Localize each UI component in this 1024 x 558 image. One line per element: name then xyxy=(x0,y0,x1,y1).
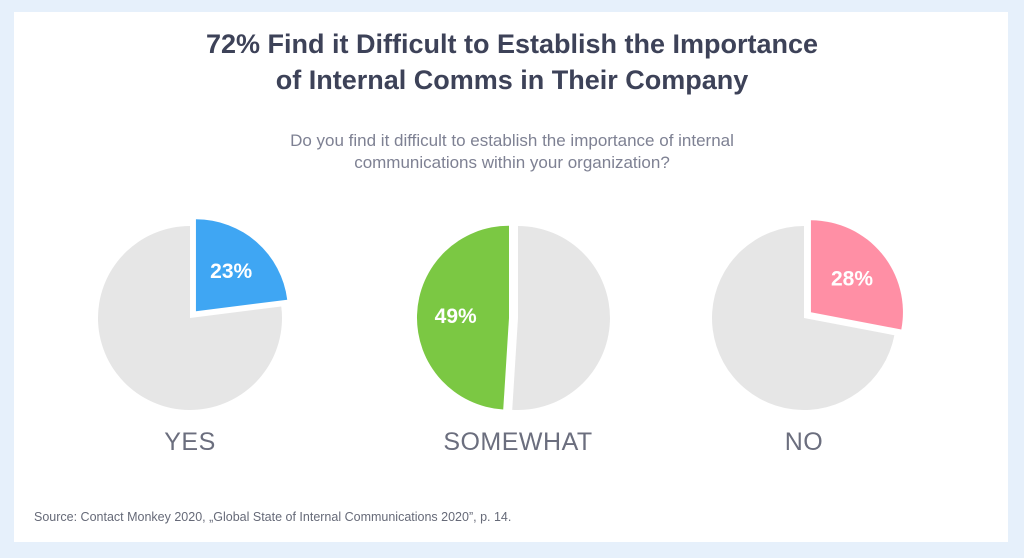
pie-yes-value-slice xyxy=(195,219,288,312)
pie-somewhat-percent-label: 49% xyxy=(435,305,477,328)
category-label-no: NO xyxy=(784,428,824,456)
pie-yes-remainder-slice xyxy=(97,226,282,410)
pie-no-remainder-slice xyxy=(711,226,895,410)
chart-title: 72% Find it Difficult to Establish the I… xyxy=(0,26,1024,98)
category-label-yes: YES xyxy=(164,428,216,456)
pie-yes-svg: 23% xyxy=(97,219,288,410)
pie-somewhat-value-slice xyxy=(416,225,510,410)
pie-no-percent-label: 28% xyxy=(831,267,873,290)
pie-yes-percent-label: 23% xyxy=(210,260,252,283)
pie-no: 28% xyxy=(684,200,924,440)
chart-title-line-2: of Internal Comms in Their Company xyxy=(275,65,749,95)
chart-subtitle: Do you find it difficult to establish th… xyxy=(0,130,1024,174)
pie-somewhat-remainder-slice xyxy=(512,226,610,410)
category-label-somewhat: SOMEWHAT xyxy=(443,428,593,456)
pie-yes: 23% xyxy=(70,200,310,440)
pie-somewhat-svg: 49% xyxy=(416,225,610,410)
pie-no-value-slice xyxy=(810,220,903,330)
pie-no-svg: 28% xyxy=(711,220,903,410)
pie-somewhat: 49% xyxy=(398,200,638,440)
chart-title-line-1: 72% Find it Difficult to Establish the I… xyxy=(205,29,819,59)
chart-subtitle-line-2: communications within your organization? xyxy=(354,153,670,172)
chart-subtitle-line-1: Do you find it difficult to establish th… xyxy=(290,131,734,150)
source-note: Source: Contact Monkey 2020, „Global Sta… xyxy=(34,510,512,524)
